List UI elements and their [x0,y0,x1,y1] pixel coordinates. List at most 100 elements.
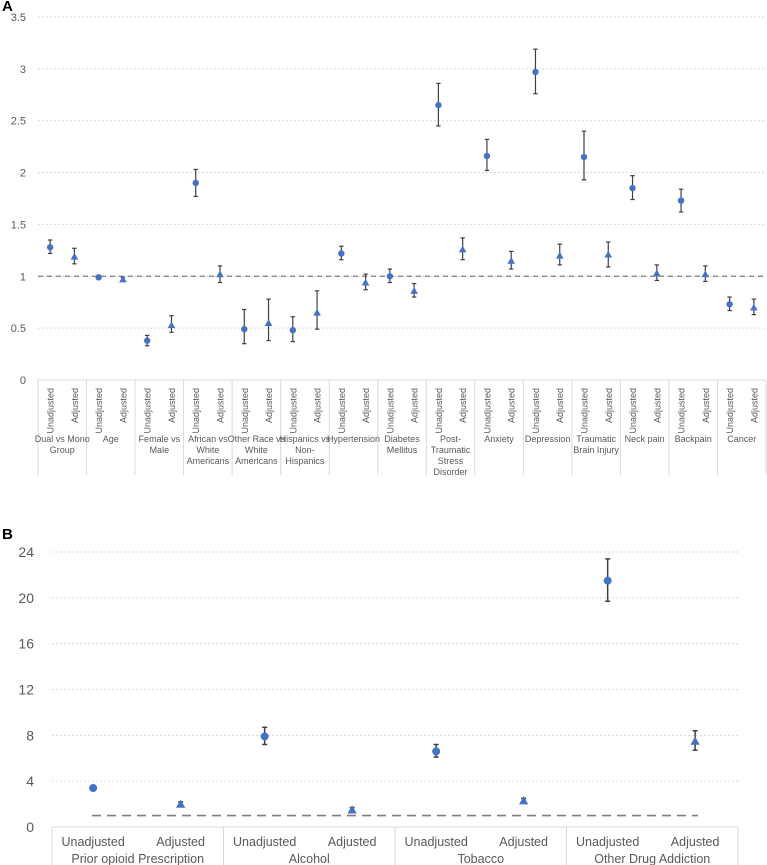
adjusted-point [458,245,467,253]
adjusted-point [555,251,564,259]
chart-a: 0 0.5 1 1.5 2 2.5 3 3.5 Unadjusted Adjusted Dual v… [11,12,767,477]
adjusted-point [653,269,661,277]
sub-category-label: Adjusted [507,388,517,423]
category-label: Cancer [727,434,756,444]
adjusted-point [216,270,224,278]
unadjusted-point [483,152,491,160]
adjusted-point [507,256,515,264]
unadjusted-point [386,273,394,280]
sub-category-label: Adjusted [313,388,323,423]
adjusted-point [347,805,357,814]
category-label: Female vs [139,434,181,444]
sub-category-label: Unadjusted [46,388,56,434]
category-label: Backpain [675,434,712,444]
category-label: Americans [187,456,230,466]
y-tick-label: 3 [20,64,26,76]
category-label: Prior opioid Prescription [71,852,204,865]
category-label: Traumatic [431,445,471,455]
category-label: Diabetes [384,434,420,444]
adjusted-point [701,270,710,278]
sub-category-label: Adjusted [156,835,205,849]
sub-category-label: Unadjusted [725,388,735,434]
y-tick-label: 0 [26,819,34,835]
sub-category-label: Unadjusted [337,388,347,434]
sub-category-label: Unadjusted [191,388,201,434]
sub-category-label: Unadjusted [143,388,153,434]
chart-b: 0 4 8 12 16 20 24 Unadjusted Adjusted Prior opioi… [18,544,739,865]
sub-category-label: Unadjusted [677,388,687,434]
sub-category-label: Adjusted [70,388,80,423]
sub-category-label: Adjusted [216,388,226,423]
y-tick-label: 2.5 [11,116,26,128]
sub-category-label: Unadjusted [531,388,541,434]
sub-category-label: Adjusted [701,388,711,423]
unadjusted-point [532,68,539,76]
sub-category-label: Adjusted [604,388,614,423]
category-label: Other Race vs [228,434,286,444]
unadjusted-point [580,153,588,161]
category-label: Group [50,445,75,455]
category-label: Non- [295,445,315,455]
sub-category-label: Unadjusted [482,388,492,434]
category-label: Tobacco [457,852,504,865]
category-label: Traumatic [576,434,616,444]
category-label: Stress [438,456,464,466]
sub-category-label: Adjusted [499,835,548,849]
category-label: Brain Injury [573,445,619,455]
sub-category-label: Adjusted [749,388,759,423]
unadjusted-point [95,274,102,281]
y-tick-label: 0 [20,375,26,387]
category-label: Americans [235,456,278,466]
y-tick-label: 3.5 [11,12,26,24]
sub-category-label: Adjusted [264,388,274,423]
category-label: Mellitus [387,445,418,455]
sub-category-label: Unadjusted [240,388,250,434]
category-label: Hispanics vs [280,434,331,444]
unadjusted-point [432,747,441,756]
sub-category-label: Unadjusted [576,835,639,849]
y-tick-label: 1 [20,271,26,283]
category-label: Hypertension [327,434,380,444]
unadjusted-point [677,197,685,204]
sub-category-label: Unadjusted [434,388,444,434]
unadjusted-point [241,325,248,333]
sub-category-label: Adjusted [328,835,377,849]
category-label: Depression [525,434,571,444]
category-label: Dual vs Mono [35,434,90,444]
y-tick-label: 16 [18,636,34,652]
adjusted-point [519,796,529,805]
sub-category-label: Unadjusted [580,388,590,434]
category-label: African vs [188,434,228,444]
sub-category-label: Adjusted [118,388,128,423]
panel-a-label: A [2,0,13,15]
unadjusted-point [289,327,296,334]
sub-category-label: Unadjusted [94,388,104,434]
adjusted-point [361,278,370,286]
category-label: Anxiety [484,434,514,444]
category-label: White [245,445,268,455]
unadjusted-point [46,244,54,251]
unadjusted-point [603,576,612,585]
sub-category-label: Adjusted [361,388,371,423]
y-tick-label: 20 [18,590,34,606]
sub-category-label: Adjusted [671,835,720,849]
sub-category-label: Unadjusted [288,388,298,434]
category-label: Other Drug Addiction [594,852,710,865]
unadjusted-point [89,784,98,793]
category-label: Post- [440,434,461,444]
sub-category-label: Unadjusted [385,388,395,434]
category-label: Disorder [434,467,468,477]
sub-category-label: Adjusted [652,388,662,423]
unadjusted-point [726,301,733,308]
unadjusted-point [435,101,442,109]
unadjusted-point [629,184,636,192]
adjusted-point [604,250,613,258]
sub-category-label: Unadjusted [405,835,468,849]
sub-category-label: Unadjusted [628,388,638,434]
category-label: Age [103,434,119,444]
y-tick-label: 0.5 [11,323,26,335]
adjusted-point [313,308,321,316]
y-tick-label: 24 [18,544,34,560]
sub-category-label: Unadjusted [233,835,296,849]
sub-category-label: Adjusted [167,388,177,423]
